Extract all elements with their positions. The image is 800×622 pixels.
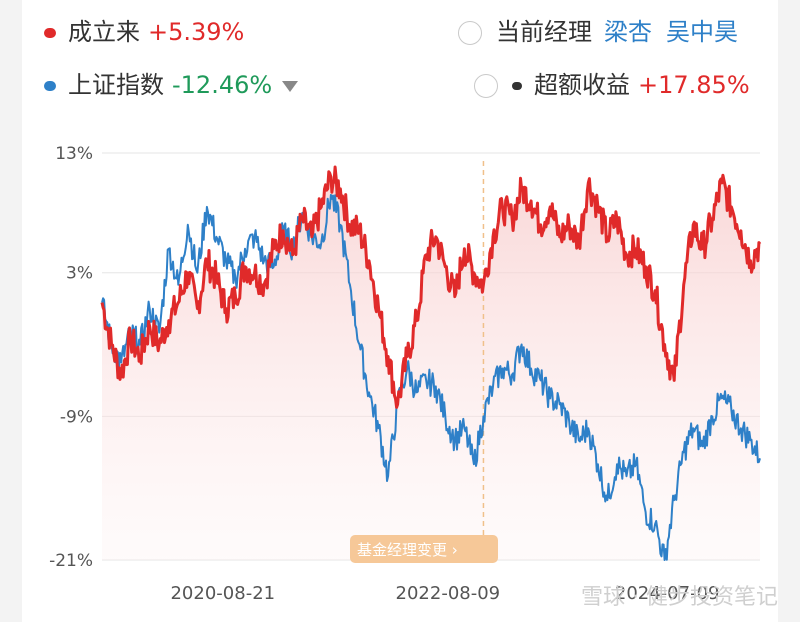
index-return-value: -12.46% xyxy=(172,71,273,99)
excess-radio[interactable] xyxy=(474,74,498,98)
y-tick-label: 3% xyxy=(66,264,93,284)
y-tick-label: 13% xyxy=(55,144,93,164)
y-axis-ticks: 13% 3% -9% -21% xyxy=(49,144,93,571)
manager-change-badge[interactable]: 基金经理变更 › xyxy=(350,535,498,563)
y-tick-label: -21% xyxy=(49,551,93,571)
manager-radio[interactable] xyxy=(458,21,482,45)
left-edge-bar xyxy=(0,0,22,622)
legend-index[interactable]: 上证指数 -12.46% xyxy=(44,70,299,100)
index-series-line xyxy=(101,193,761,561)
fund-legend-label: 成立来 xyxy=(68,18,140,46)
excess-legend-label: 超额收益 xyxy=(534,71,630,99)
x-axis-ticks: 2020-08-21 2022-08-09 2024-07-09 xyxy=(170,583,719,604)
legend-manager[interactable]: 当前经理 梁杏 吴中昊 xyxy=(458,17,738,47)
watermark-text: 雪球 · 健步投资笔记 xyxy=(581,585,778,610)
x-tick-label: 2022-08-09 xyxy=(396,583,501,604)
badge-text: 基金经理变更 › xyxy=(357,541,458,559)
fund-return-value: +5.39% xyxy=(148,18,245,46)
fund-series-line xyxy=(100,165,762,409)
index-legend-label: 上证指数 xyxy=(68,71,164,99)
manager-name-2[interactable]: 吴中昊 xyxy=(666,18,738,46)
index-legend-dot xyxy=(44,81,56,91)
fund-area-fill xyxy=(102,167,760,560)
fund-legend-dot xyxy=(44,28,56,38)
x-tick-label: 2020-08-21 xyxy=(170,583,275,604)
x-tick-label: 2024-07-09 xyxy=(615,583,720,604)
manager-legend-label: 当前经理 xyxy=(496,18,592,46)
excess-legend-dot xyxy=(512,82,522,90)
right-edge-bar xyxy=(778,0,800,622)
y-tick-label: -9% xyxy=(60,407,93,427)
dropdown-triangle-icon[interactable] xyxy=(282,80,299,92)
legend-fund[interactable]: 成立来 +5.39% xyxy=(44,17,244,47)
badge-background xyxy=(350,535,498,563)
legend-excess[interactable]: 超额收益 +17.85% xyxy=(474,70,750,100)
manager-name-1[interactable]: 梁杏 xyxy=(604,18,652,46)
excess-return-value: +17.85% xyxy=(638,71,750,99)
